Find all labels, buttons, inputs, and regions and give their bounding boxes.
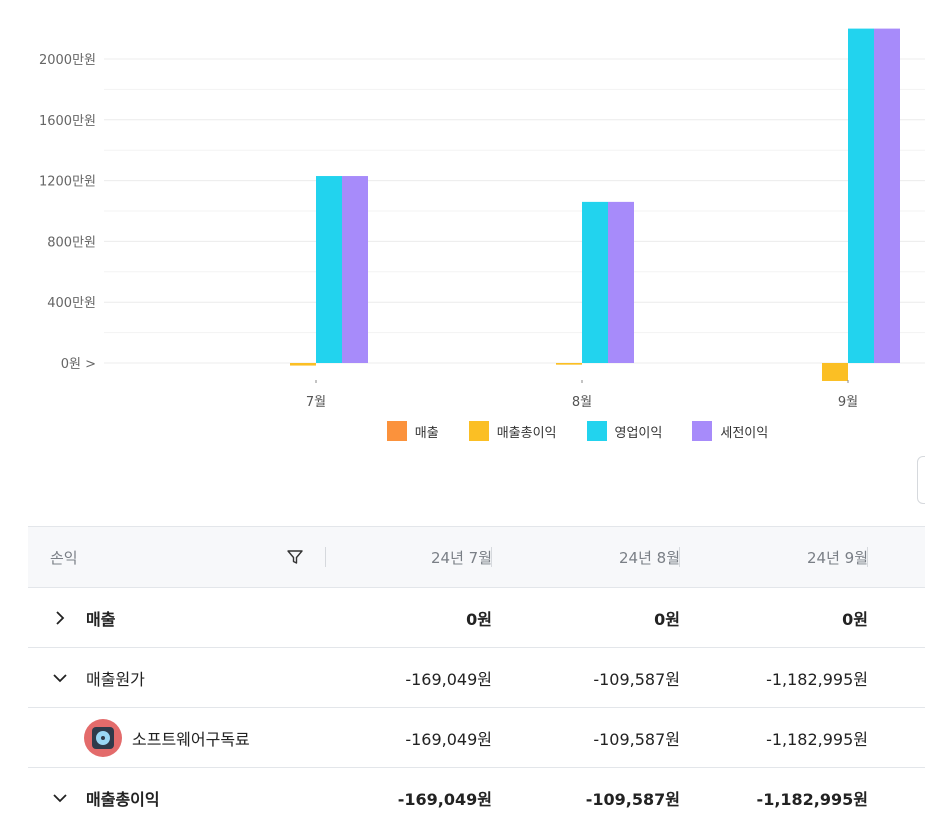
row-value: -169,049원 bbox=[405, 669, 492, 689]
chevron-down-icon[interactable] bbox=[52, 670, 68, 686]
column-separator[interactable] bbox=[325, 547, 326, 567]
row-label-cell: 매출총이익 bbox=[28, 768, 326, 827]
table-row[interactable]: 매출총이익 -169,049원 -109,587원 -1,182,995원 bbox=[28, 768, 925, 827]
y-tick-label: 400만원 bbox=[47, 296, 96, 311]
legend-swatch bbox=[468, 421, 489, 441]
legend-item-매출총이익[interactable]: 매출총이익 bbox=[468, 421, 557, 441]
table-row[interactable]: 매출 0원 0원 0원 bbox=[28, 588, 925, 648]
disc-icon bbox=[84, 718, 122, 757]
row-value: -109,587원 bbox=[593, 729, 680, 749]
x-tick-label: 8월 bbox=[572, 395, 592, 410]
column-separator[interactable] bbox=[867, 547, 868, 567]
bar-매출총이익-8월 bbox=[556, 363, 582, 365]
y-tick-label: 800만원 bbox=[47, 235, 96, 250]
header-month-label: 24년 9월 bbox=[807, 548, 868, 567]
legend-label: 매출 bbox=[414, 425, 439, 441]
bar-영업이익-7월 bbox=[316, 176, 342, 363]
legend-swatch bbox=[386, 421, 407, 441]
row-value: 0원 bbox=[654, 609, 680, 629]
y-tick-label: 1200만원 bbox=[39, 175, 96, 190]
legend-item-영업이익[interactable]: 영업이익 bbox=[586, 421, 663, 441]
legend-item-매출[interactable]: 매출 bbox=[386, 421, 439, 441]
disc-glyph bbox=[96, 730, 110, 745]
row-value: -1,182,995원 bbox=[756, 789, 868, 809]
chevron-down-icon[interactable] bbox=[52, 790, 68, 806]
legend-label: 영업이익 bbox=[614, 425, 663, 441]
bar-영업이익-9월 bbox=[848, 28, 874, 363]
table-header: 손익 24년 7월 24년 8월 24년 9월 bbox=[28, 527, 925, 588]
row-value: -109,587원 bbox=[593, 669, 680, 689]
row-value: 0원 bbox=[466, 609, 492, 629]
header-cell-month: 24년 8월 bbox=[514, 527, 702, 587]
header-label: 손익 bbox=[50, 548, 78, 567]
row-value: -169,049원 bbox=[405, 729, 492, 749]
column-separator[interactable] bbox=[679, 547, 680, 567]
legend-label: 세전이익 bbox=[720, 425, 769, 441]
side-panel-handle[interactable] bbox=[917, 456, 925, 504]
column-separator[interactable] bbox=[491, 547, 492, 567]
disc-icon-inner bbox=[92, 726, 114, 749]
bar-세전이익-8월 bbox=[608, 201, 634, 363]
chevron-right-icon[interactable] bbox=[52, 610, 68, 626]
row-label: 매출 bbox=[86, 609, 116, 629]
header-cell-month: 24년 7월 bbox=[326, 527, 514, 587]
row-value: -109,587원 bbox=[585, 789, 680, 809]
legend-swatch bbox=[692, 421, 713, 441]
row-label: 매출총이익 bbox=[86, 789, 160, 809]
y-tick-label: 0원 > bbox=[61, 357, 96, 372]
legend-item-세전이익[interactable]: 세전이익 bbox=[692, 421, 768, 441]
bar-매출총이익-7월 bbox=[290, 363, 316, 366]
bar-세전이익-9월 bbox=[874, 28, 900, 363]
header-month-label: 24년 8월 bbox=[619, 548, 680, 567]
row-value: -1,182,995원 bbox=[766, 729, 868, 749]
row-value: 0원 bbox=[842, 609, 868, 629]
legend-swatch bbox=[586, 421, 607, 441]
row-label-cell: 매출원가 bbox=[28, 648, 326, 707]
x-tick-label: 7월 bbox=[306, 395, 326, 410]
table-row[interactable]: 소프트웨어구독료 -169,049원 -109,587원 -1,182,995원 bbox=[28, 708, 925, 768]
row-label-cell: 소프트웨어구독료 bbox=[28, 708, 326, 767]
y-tick-label: 2000만원 bbox=[39, 53, 96, 68]
pnl-table: 손익 24년 7월 24년 8월 24년 9월 매출 0원 0원 0원 bbox=[28, 526, 925, 827]
bar-세전이익-7월 bbox=[342, 176, 368, 363]
filter-icon[interactable] bbox=[286, 548, 304, 566]
header-cell-month: 24년 9월 bbox=[702, 527, 890, 587]
bar-영업이익-8월 bbox=[582, 201, 608, 363]
row-value: -1,182,995원 bbox=[766, 669, 868, 689]
y-tick-label: 1600만원 bbox=[39, 114, 96, 129]
row-label-cell: 매출 bbox=[28, 588, 326, 647]
row-label: 매출원가 bbox=[86, 669, 145, 689]
x-tick-label: 9월 bbox=[838, 395, 858, 410]
chart-legend: 매출 매출총이익 영업이익 세전이익 bbox=[0, 418, 925, 444]
bar-chart: 0원 > 400만원 800만원 1200만원 1600만원 2000만원 7월 8월 9월 bbox=[39, 28, 925, 410]
legend-label: 매출총이익 bbox=[496, 425, 557, 441]
row-value: -169,049원 bbox=[397, 789, 492, 809]
header-cell-pnl: 손익 bbox=[28, 527, 326, 587]
header-month-label: 24년 7월 bbox=[431, 548, 492, 567]
bar-매출총이익-9월 bbox=[822, 363, 848, 381]
table-row[interactable]: 매출원가 -169,049원 -109,587원 -1,182,995원 bbox=[28, 648, 925, 708]
row-label: 소프트웨어구독료 bbox=[132, 729, 250, 749]
